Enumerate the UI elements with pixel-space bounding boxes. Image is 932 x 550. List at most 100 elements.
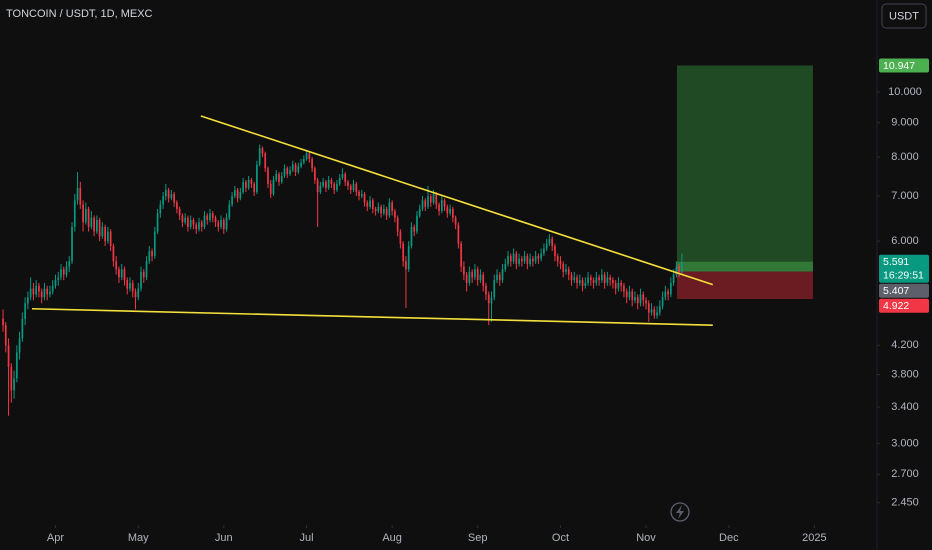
candle-body xyxy=(617,282,620,289)
candle-body xyxy=(601,274,603,281)
candle-body xyxy=(112,246,115,262)
candle-body xyxy=(184,217,187,223)
trend-line xyxy=(31,307,713,326)
candle-body xyxy=(29,288,32,298)
candle-body xyxy=(18,338,21,353)
candle-body xyxy=(214,217,217,223)
candle-body xyxy=(35,285,38,295)
candle-body xyxy=(625,291,628,298)
candle-body xyxy=(380,206,382,214)
candle-body xyxy=(250,179,253,184)
price-tag xyxy=(879,58,929,73)
candle-body xyxy=(418,208,421,216)
candle-body xyxy=(589,277,592,281)
candle-body xyxy=(636,297,639,304)
candle-body xyxy=(435,194,438,205)
currency-button[interactable] xyxy=(881,3,927,29)
candle-body xyxy=(399,231,402,244)
candle-body xyxy=(416,215,418,232)
candle-body xyxy=(360,194,363,197)
candle-body xyxy=(189,220,192,227)
candle-body xyxy=(402,243,405,262)
candle-body xyxy=(614,282,617,289)
x-tick-label: May xyxy=(128,532,149,544)
candle-body xyxy=(529,258,531,264)
y-tick-label: 8.000 xyxy=(891,151,919,163)
plot-area xyxy=(2,65,813,416)
candle-body xyxy=(32,288,35,295)
price-tag xyxy=(879,283,929,298)
x-tick-label: Jun xyxy=(215,532,233,544)
candle-body xyxy=(366,202,369,207)
candle-body xyxy=(474,269,476,278)
candle-body xyxy=(297,166,300,173)
candle-body xyxy=(374,208,377,212)
candle-body xyxy=(537,256,540,259)
candle-body xyxy=(286,168,289,175)
candle-body xyxy=(498,274,501,281)
candle-body xyxy=(316,179,319,192)
candle-body xyxy=(107,231,109,242)
candle-body xyxy=(678,266,680,272)
candle-body xyxy=(336,183,338,190)
candle-body xyxy=(653,309,656,316)
candle-body xyxy=(24,303,26,319)
candle-body xyxy=(595,277,598,283)
replay-icon[interactable] xyxy=(670,502,690,522)
candle-body xyxy=(429,196,432,203)
candle-body xyxy=(159,204,162,214)
candle-body xyxy=(291,164,294,171)
candle-body xyxy=(371,200,374,209)
candle-body xyxy=(612,280,614,283)
candle-body xyxy=(440,200,443,212)
candle-body xyxy=(51,285,54,292)
candle-body xyxy=(338,177,341,184)
candle-body xyxy=(242,181,244,192)
candle-body xyxy=(512,253,515,262)
candle-body xyxy=(65,266,68,275)
icon-circle xyxy=(670,502,690,522)
candle-body xyxy=(391,202,393,212)
candle-body xyxy=(7,345,10,367)
candle-body xyxy=(598,277,600,281)
candle-body xyxy=(656,312,658,316)
y-tick-label: 2.450 xyxy=(891,497,919,509)
candle-body xyxy=(233,189,236,197)
candle-body xyxy=(493,280,496,298)
candle-body xyxy=(424,200,427,207)
candle-body xyxy=(507,256,509,264)
candle-body xyxy=(305,153,308,159)
candle-body xyxy=(283,168,286,176)
candle-body xyxy=(421,200,424,209)
candle-body xyxy=(396,217,399,232)
candle-body xyxy=(211,213,214,218)
candle-body xyxy=(311,158,313,169)
candle-body xyxy=(198,222,200,230)
candle-body xyxy=(206,215,209,221)
candle-body xyxy=(153,231,156,257)
loss-zone xyxy=(676,271,813,299)
candle-body xyxy=(142,271,145,278)
candle-body xyxy=(628,291,631,298)
candle-body xyxy=(432,194,435,203)
candle-body xyxy=(256,164,258,192)
y-tick-label: 10.000 xyxy=(888,86,922,98)
candle-body xyxy=(220,220,222,227)
price-tag-label: 4.922 xyxy=(883,300,909,312)
candle-body xyxy=(592,280,595,283)
y-tick-label: 7.000 xyxy=(891,190,919,202)
candle-body xyxy=(650,309,653,313)
candle-body xyxy=(485,285,487,295)
candle-body xyxy=(639,294,642,304)
candle-body xyxy=(587,277,589,283)
candle-body xyxy=(642,294,645,301)
candle-body xyxy=(40,291,43,298)
profit-zone xyxy=(676,65,813,272)
x-tick-label: Aug xyxy=(382,532,402,544)
candle-body xyxy=(584,282,587,286)
candle-body xyxy=(123,269,126,281)
y-tick-label: 2.700 xyxy=(891,468,919,480)
candle-body xyxy=(476,269,479,281)
chart-title: TONCOIN / USDT, 1D, MEXC xyxy=(6,8,153,20)
